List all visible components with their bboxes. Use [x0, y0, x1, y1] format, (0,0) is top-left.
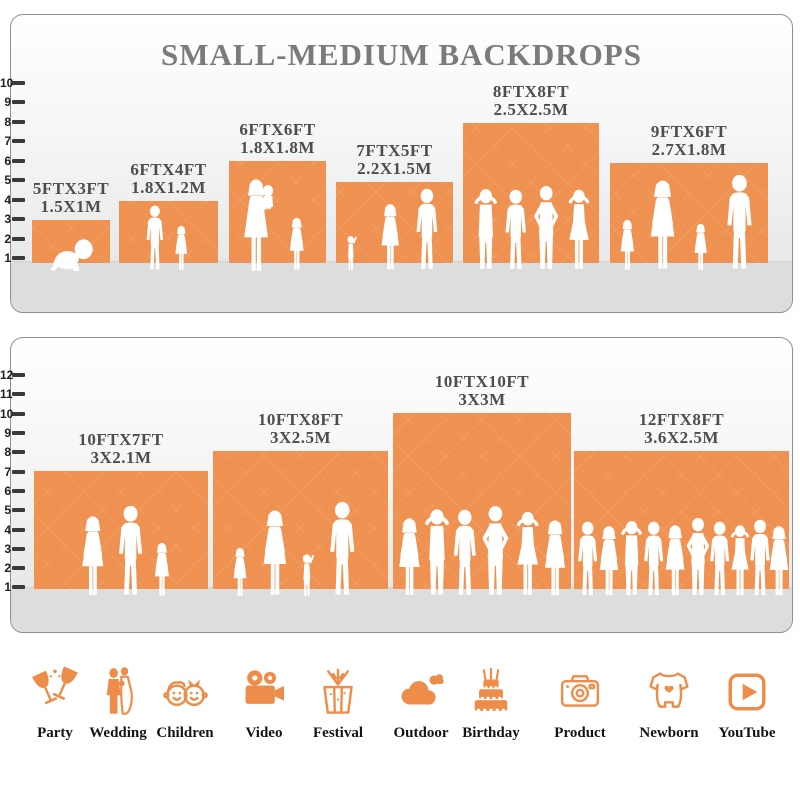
backdrop-rect: [393, 413, 571, 589]
silhouette-crowd: [578, 517, 789, 596]
category-label: Children: [156, 725, 214, 741]
party-icon: [32, 666, 78, 705]
silhouette-mother-child: [244, 179, 304, 271]
category-newborn[interactable]: Newborn: [631, 666, 707, 742]
category-label: YouTube: [718, 725, 776, 741]
category-label: Wedding: [89, 725, 147, 741]
category-festival[interactable]: Festival: [300, 666, 376, 742]
category-label: Birthday: [462, 725, 520, 741]
festival-icon: [323, 668, 353, 714]
product-icon: [560, 675, 600, 707]
backdrop-6ftx6ft: 6FTX6FT 1.8X1.8M: [229, 121, 326, 271]
category-youtube[interactable]: YouTube: [709, 666, 785, 742]
video-icon: [245, 670, 285, 704]
backdrop-size-label: 10FTX8FT 3X2.5M: [257, 410, 344, 447]
category-wedding[interactable]: Wedding: [80, 666, 156, 742]
backdrop-size-label: 9FTX6FT 2.7X1.8M: [650, 122, 728, 159]
category-video[interactable]: Video: [226, 666, 302, 742]
category-birthday[interactable]: Birthday: [453, 666, 529, 742]
silhouette-posing-group: [399, 506, 566, 596]
backdrop-10ftx7ft: 10FTX7FT 3X2.1M: [34, 431, 208, 596]
silhouette-children: [146, 205, 188, 270]
category-product[interactable]: Product: [542, 666, 618, 742]
backdrop-rect: [229, 161, 326, 263]
silhouette-family-three: [347, 188, 438, 271]
silhouette-baby: [49, 239, 93, 271]
youtube-icon: [728, 673, 766, 711]
floor-strip: [11, 587, 792, 632]
page-title: SMALL-MEDIUM BACKDROPS: [161, 37, 642, 72]
backdrop-size-label: 6FTX6FT 1.8X1.8M: [239, 120, 316, 157]
category-label: Video: [245, 725, 283, 741]
backdrop-rect: [119, 201, 218, 263]
wedding-icon: [106, 667, 133, 715]
category-party[interactable]: Party: [17, 666, 93, 742]
small-medium-panel-2: 10FTX7FT 3X2.1M 10FTX8FT 3X2.5M: [10, 337, 793, 633]
backdrop-size-label: 8FTX8FT 2.5X2.5M: [492, 82, 570, 119]
backdrop-size-label: 10FTX10FT 3X3M: [434, 372, 530, 409]
category-outdoor[interactable]: Outdoor: [383, 666, 459, 742]
silhouette-family-three: [82, 505, 169, 596]
category-label: Outdoor: [393, 725, 449, 741]
backdrop-rect: [34, 471, 208, 589]
category-label: Party: [37, 725, 73, 741]
backdrop-5ftx3ft: 5FTX3FT 1.5X1M: [32, 180, 110, 271]
backdrop-size-label: 12FTX8FT 3.6X2.5M: [638, 410, 725, 447]
backdrop-12ftx8ft: 12FTX8FT 3.6X2.5M: [574, 411, 789, 596]
silhouette-posing-group: [474, 185, 590, 269]
backdrop-size-label: 6FTX4FT 1.8X1.2M: [130, 160, 207, 197]
outdoor-icon: [401, 674, 444, 705]
newborn-icon: [649, 672, 689, 708]
birthday-icon: [474, 667, 508, 713]
backdrop-size-label: 5FTX3FT 1.5X1M: [32, 179, 110, 216]
category-label: Festival: [313, 725, 363, 741]
small-medium-panel-1: SMALL-MEDIUM BACKDROPS 5FTX3FT 1.5X1M 6FT…: [10, 14, 793, 313]
backdrop-10ftx8ft: 10FTX8FT 3X2.5M: [213, 411, 388, 596]
category-label: Product: [554, 725, 606, 741]
category-label: Newborn: [639, 725, 699, 741]
backdrop-size-label: 10FTX7FT 3X2.1M: [78, 430, 164, 467]
backdrop-7ftx5ft: 7FTX5FT 2.2X1.5M: [336, 142, 453, 271]
silhouette-walking-family: [233, 501, 355, 596]
silhouette-family-four: [620, 174, 752, 270]
children-icon: [163, 679, 208, 706]
backdrop-9ftx6ft: 9FTX6FT 2.7X1.8M: [610, 123, 768, 270]
backdrop-size-label: 7FTX5FT 2.2X1.5M: [356, 141, 433, 178]
backdrop-6ftx4ft: 6FTX4FT 1.8X1.2M: [119, 161, 218, 270]
backdrop-10ftx10ft: 10FTX10FT 3X3M: [393, 373, 571, 596]
backdrop-8ftx8ft: 8FTX8FT 2.5X2.5M: [463, 83, 599, 269]
category-children[interactable]: Children: [147, 666, 223, 742]
